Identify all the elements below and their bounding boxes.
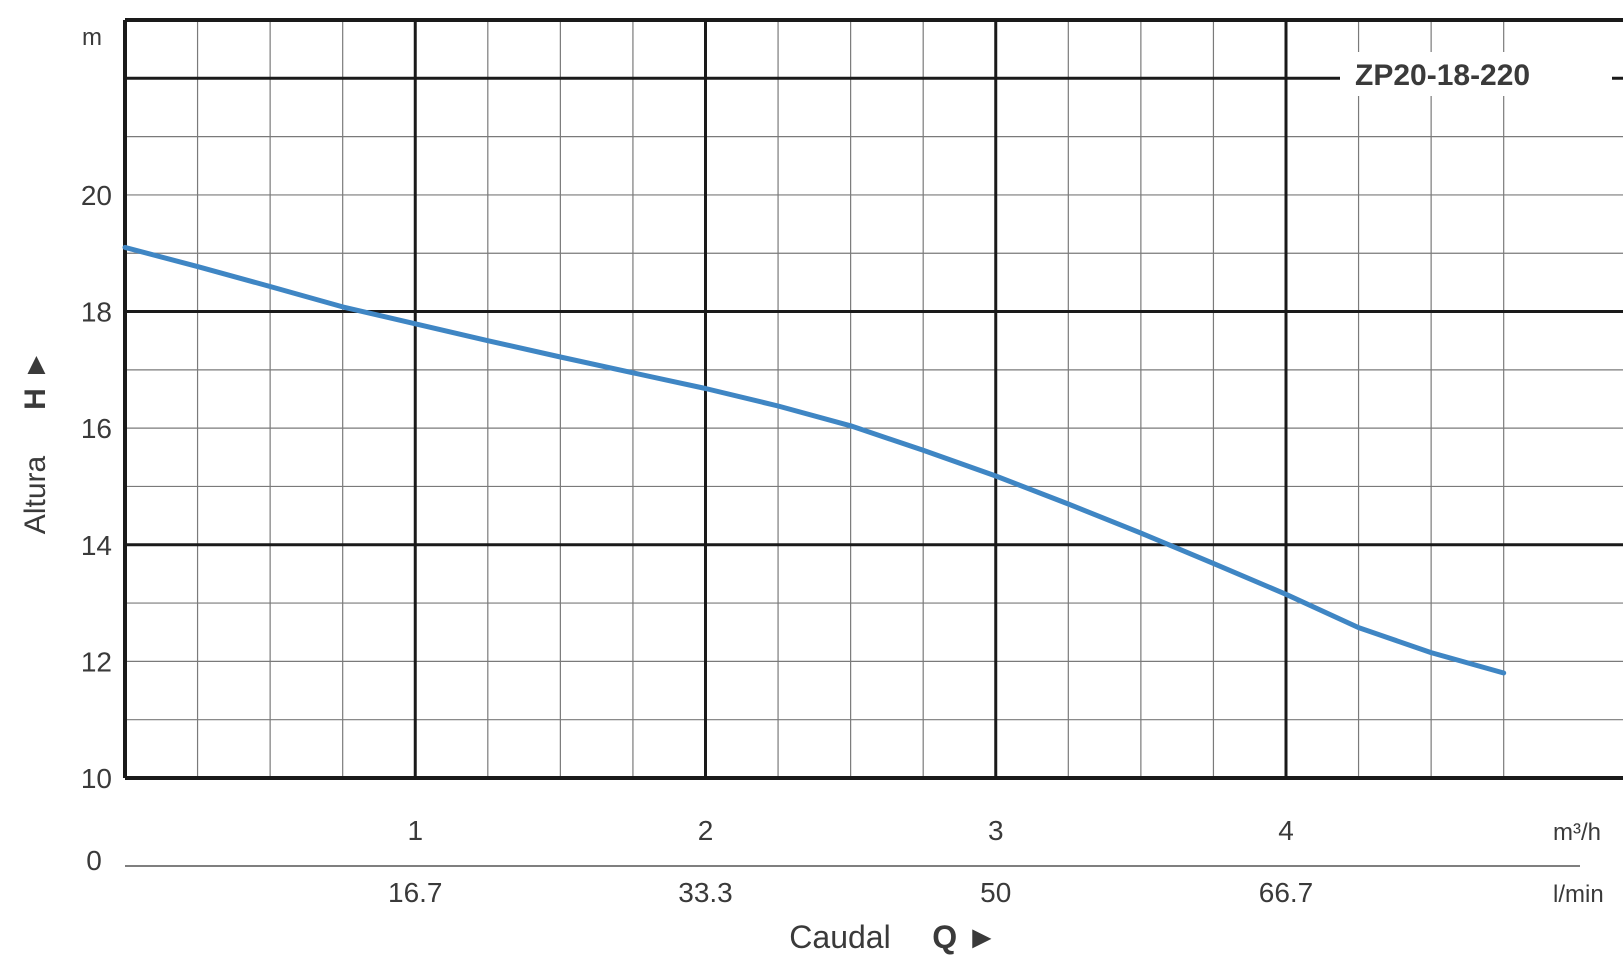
minor-grid (125, 20, 1623, 778)
x-axis-symbol: Q ► (932, 919, 997, 955)
y-tick-label: 16 (81, 413, 112, 444)
x-unit-label: m³/h (1553, 819, 1601, 846)
labels: m m³/h l/min 0 ZP20-18-220 Altura H ► Ca… (19, 24, 1604, 955)
x2-tick-label: 50 (980, 877, 1011, 908)
y-tick-label: 12 (81, 646, 112, 677)
x2-tick-label: 33.3 (678, 877, 733, 908)
x-axis-label: Caudal (789, 919, 890, 955)
lower-zero-label: 0 (86, 845, 102, 876)
x2-tick-label: 66.7 (1259, 877, 1314, 908)
y-axis-symbol: H ► (19, 350, 52, 410)
y-tick-label: 10 (81, 763, 112, 794)
x-tick-label: 2 (698, 815, 714, 846)
x2-unit-label: l/min (1553, 881, 1604, 908)
y-unit-label: m (82, 24, 102, 51)
series-label: ZP20-18-220 (1355, 59, 1530, 92)
x-tick-label: 3 (988, 815, 1004, 846)
series-label-background (1340, 52, 1612, 96)
x2-tick-label: 16.7 (388, 877, 443, 908)
x-tick-label: 1 (407, 815, 423, 846)
y-tick-label: 18 (81, 297, 112, 328)
y-tick-label: 20 (81, 180, 112, 211)
major-grid (123, 18, 1623, 867)
y-tick-label: 14 (81, 530, 112, 561)
x-tick-label: 4 (1278, 815, 1294, 846)
curve-layer (122, 52, 1612, 676)
y-axis-label: Altura (19, 456, 52, 535)
data-series-line (122, 244, 1507, 676)
y-axis-title: Altura H ► (19, 350, 52, 534)
